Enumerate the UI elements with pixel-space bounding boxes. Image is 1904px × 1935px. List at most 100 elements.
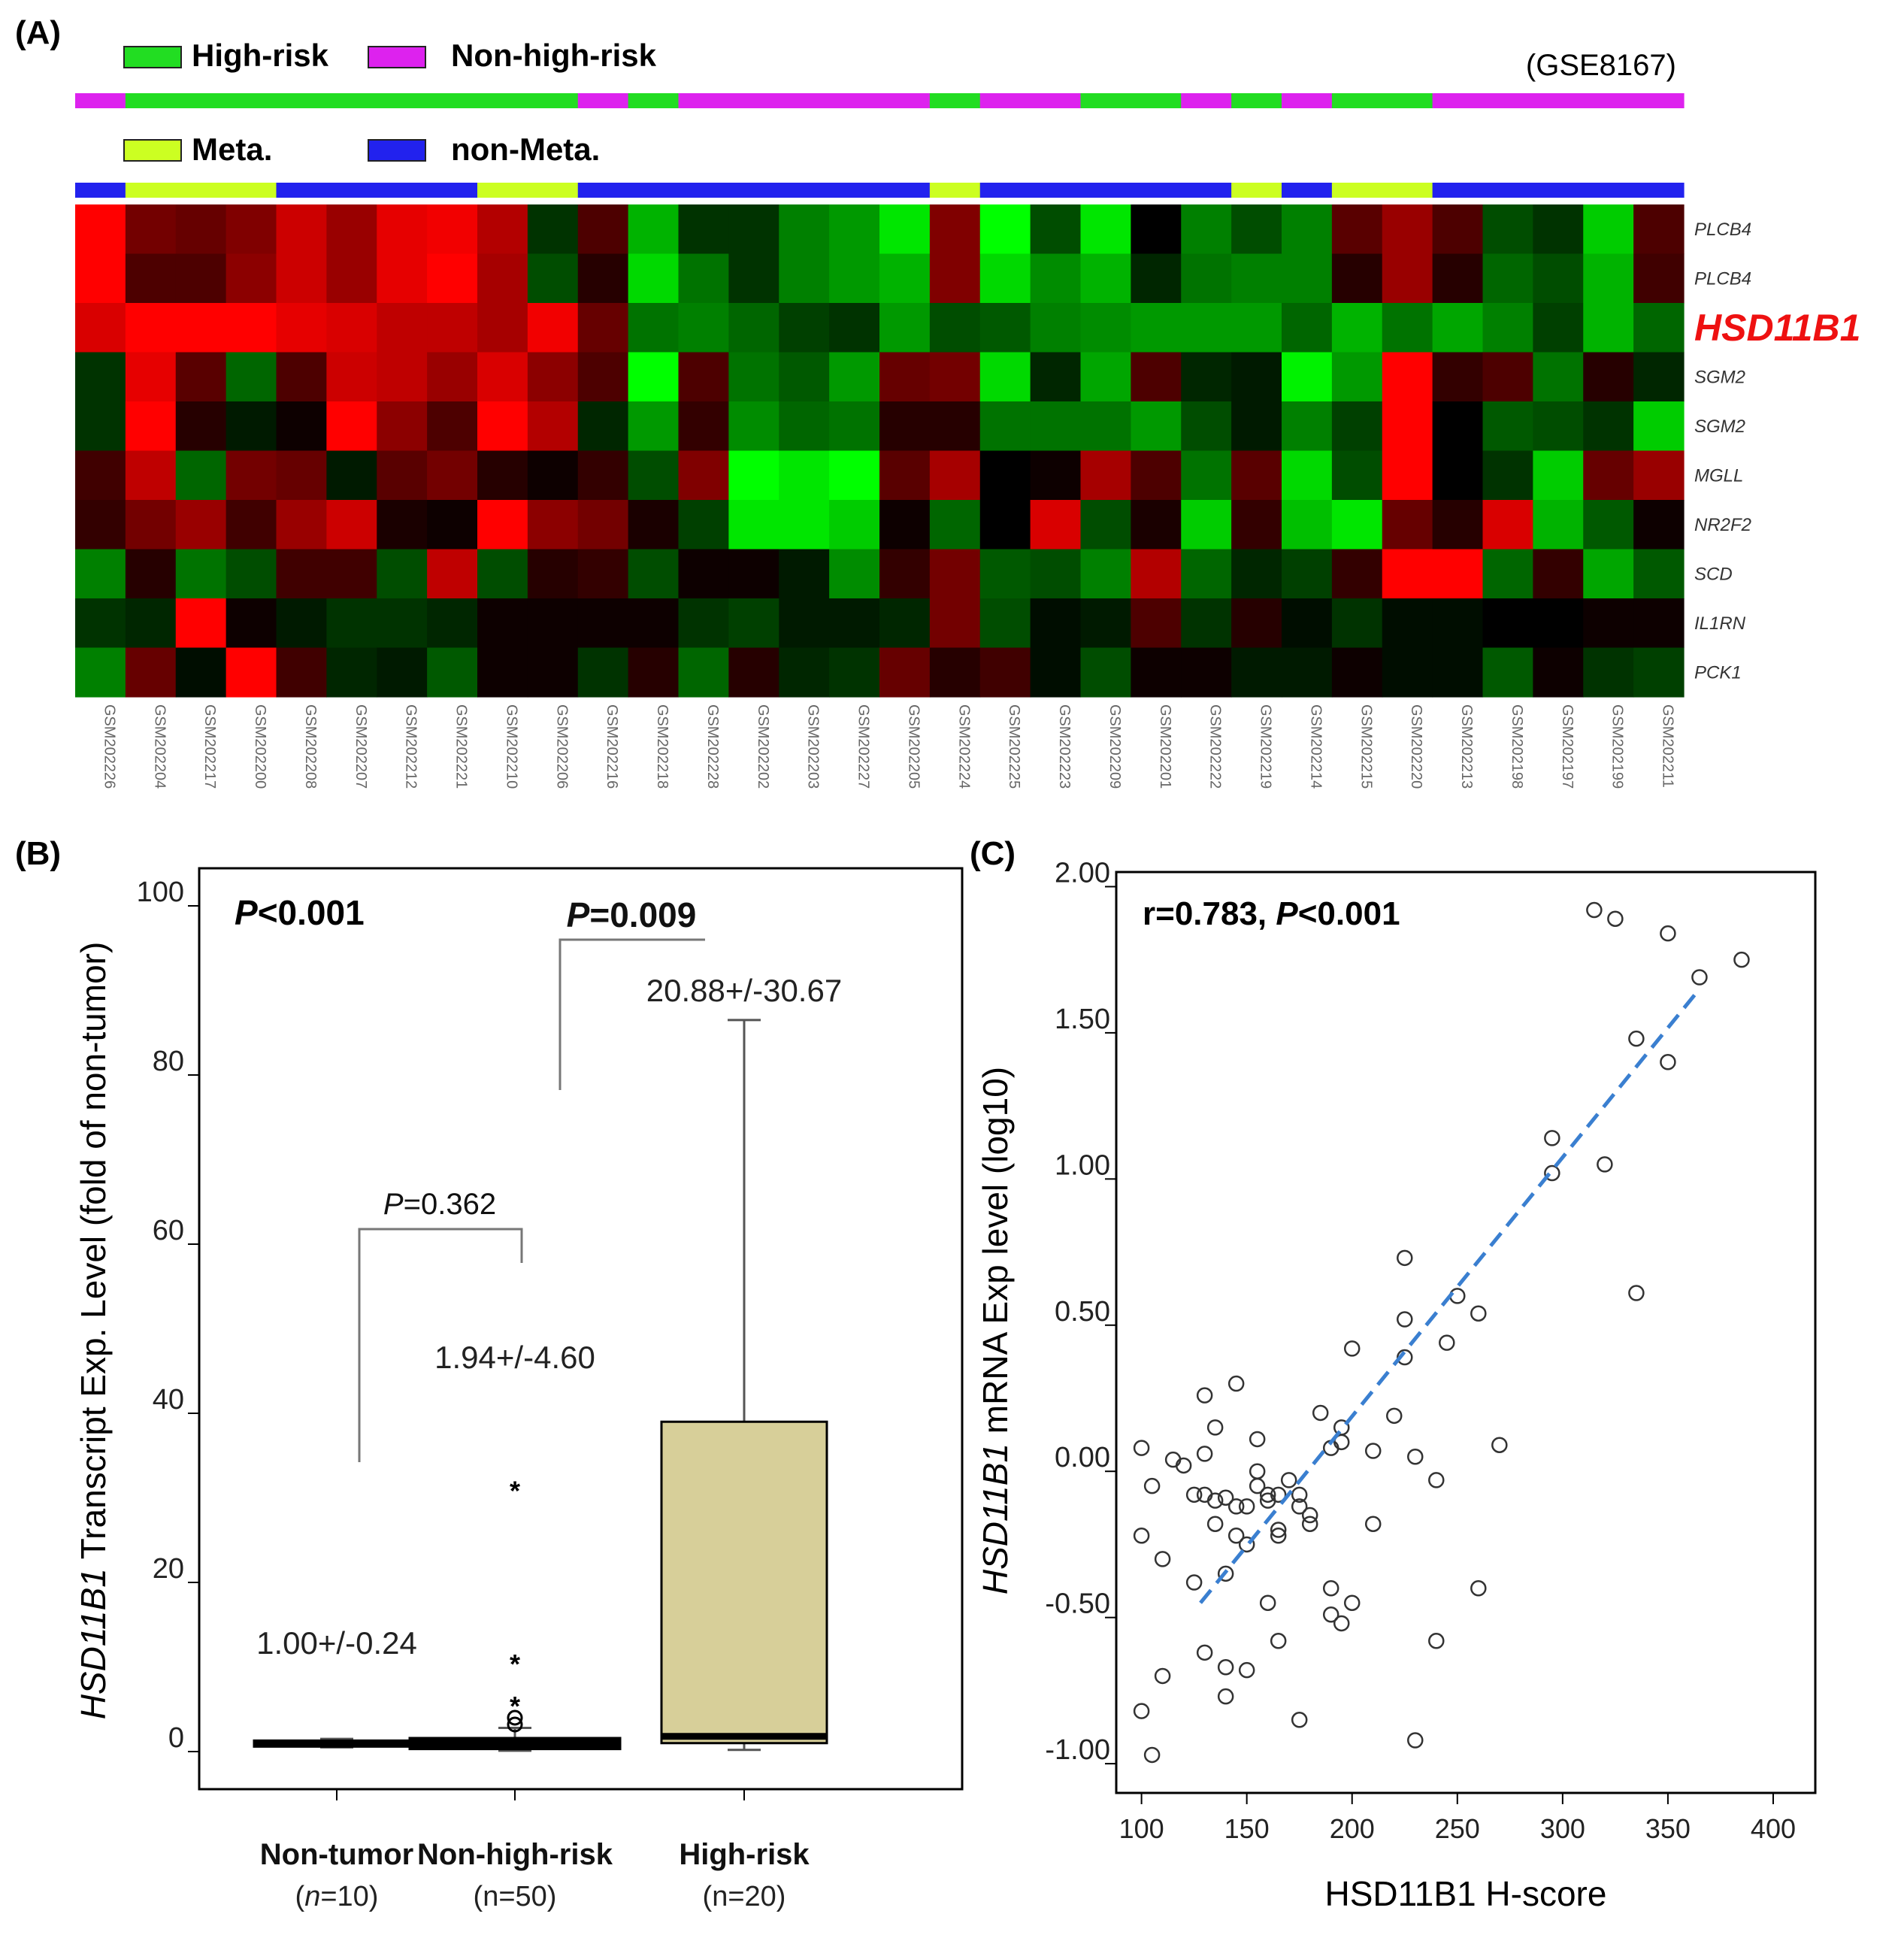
heatmap-cell [779,598,830,649]
y-tick-label: 100 [137,877,184,908]
heatmap-cell [1131,204,1182,255]
heatmap-cell [477,549,528,599]
meta-bar-segment [979,183,1031,198]
heatmap-cell [326,352,377,402]
heatmap-cell [779,253,830,304]
sample-label: GSM202228 [704,704,721,789]
heatmap-cell [1583,450,1634,501]
heatmap-cell [1432,549,1484,599]
sample-label: GSM202218 [654,704,670,789]
heatmap-cell [678,253,729,304]
gene-label: NR2F2 [1694,515,1751,535]
data-point [1143,1746,1161,1764]
heatmap-cell [779,352,830,402]
heatmap-cell [1432,500,1484,550]
heatmap-cell [226,401,277,452]
sample-label: GSM202220 [1408,704,1424,789]
heatmap-cell [1231,500,1282,550]
data-point [1397,1349,1413,1366]
heatmap-cell [1633,500,1685,550]
heatmap-cell [75,598,126,649]
heatmap-cell [1331,598,1383,649]
sample-label: GSM202206 [553,704,570,789]
heatmap-cell [326,598,377,649]
data-point [1660,925,1676,942]
data-point [1364,1516,1382,1532]
sample-label: GSM202204 [151,704,168,789]
legend-swatch-non-meta [368,139,426,162]
p-symbol: P [383,1188,404,1221]
data-point [1217,1688,1234,1705]
heatmap-cell [75,352,126,402]
heatmap-cell [276,500,327,550]
heatmap-cell [1382,450,1433,501]
heatmap-cell [477,253,528,304]
comparison-p-value: P=0.009 [567,895,697,934]
n-symbol: n [304,1881,320,1912]
data-point [1291,1498,1308,1515]
sample-label: GSM202223 [1056,704,1073,789]
sample-label: GSM202225 [1006,704,1022,789]
heatmap-cell [477,303,528,353]
data-point [1407,1732,1424,1749]
panel-b-y-axis: 0 20 40 60 80 100 [137,877,745,1800]
data-point [1206,1492,1224,1509]
heatmap-cell [1282,352,1333,402]
heatmap-cell [929,598,981,649]
data-point [1227,1375,1245,1392]
heatmap-cell [175,549,227,599]
heatmap-cell [678,401,729,452]
outlier-star: * [510,1649,520,1679]
sample-label: GSM202227 [855,704,872,789]
data-point [1628,1285,1645,1301]
heatmap-cell [979,549,1031,599]
sample-label: GSM202214 [1307,704,1324,789]
data-point [1227,1528,1245,1544]
gene-label: SGM2 [1694,416,1745,437]
heatmap-cell [1482,549,1533,599]
heatmap-cell [1181,401,1232,452]
heatmap-cell [226,253,277,304]
heatmap-cell [75,303,126,353]
heatmap-cell [1432,401,1484,452]
risk-bar-segment [929,93,981,108]
gene-label: SCD [1694,564,1733,584]
heatmap-cell [1583,401,1634,452]
heatmap-cell [377,598,428,649]
panel-b-comparison-brackets: P=0.362 P=0.009 [358,895,705,1462]
heatmap-cell [728,401,779,452]
x-tick-label: 400 [1751,1813,1796,1844]
heatmap-cell [1633,352,1685,402]
panel-c-plot-frame [1115,871,1817,1794]
heatmap-cell [1633,204,1685,255]
heatmap-cell [1080,352,1131,402]
data-point [1333,1419,1350,1436]
panel-c-points [1133,901,1750,1764]
heatmap-cell [678,500,729,550]
heatmap-cell [1633,303,1685,353]
heatmap-cell [1282,450,1333,501]
heatmap-cell [1080,253,1131,304]
risk-bar-segment [1533,93,1584,108]
heatmap-cell [879,253,931,304]
meta-bar-segment [75,183,126,198]
heatmap-cell [1030,598,1082,649]
heatmap-cell [1382,598,1433,649]
heatmap-cell [1231,549,1282,599]
meta-bar-segment [929,183,981,198]
heatmap-cell [175,352,227,402]
heatmap-cell [728,303,779,353]
heatmap-cell [628,450,680,501]
sample-label: GSM202207 [353,704,369,789]
heatmap-cell [829,598,880,649]
heatmap-cell [276,450,327,501]
heatmap-cell [1482,204,1533,255]
sample-label: GSM202221 [453,704,470,789]
heatmap-cell [477,401,528,452]
heatmap-cell [1482,450,1533,501]
outlier-star: * [510,1691,520,1722]
heatmap-cell [326,500,377,550]
heatmap-cell [829,450,880,501]
comparison-p-value: P=0.362 [383,1188,496,1221]
heatmap-cell [175,500,227,550]
